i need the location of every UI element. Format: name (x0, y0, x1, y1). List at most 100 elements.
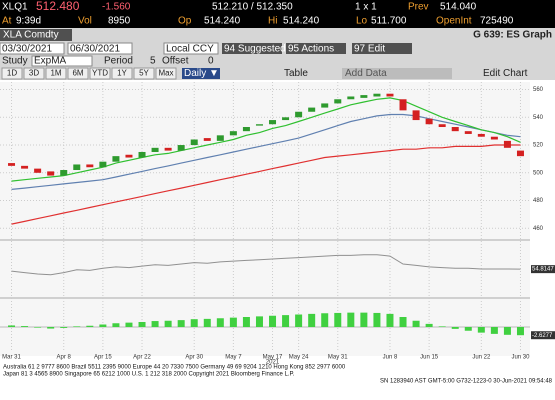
candle (255, 124, 263, 126)
last-value: -2.6277 (532, 333, 553, 339)
range-label[interactable]: 3D (29, 69, 39, 78)
range-button[interactable] (45, 67, 67, 80)
candle (34, 168, 42, 173)
candle (73, 164, 81, 171)
range-label[interactable]: Max (158, 69, 173, 78)
range-button[interactable] (1, 67, 23, 80)
menu-button[interactable] (286, 43, 346, 54)
histogram-bar (490, 327, 498, 334)
change: -1.560 (102, 2, 131, 13)
histogram-bar (321, 313, 329, 327)
x-tick-label: May 31 (328, 355, 348, 361)
candle (242, 127, 250, 132)
range-label[interactable]: YTD (92, 69, 108, 78)
x-tick-label: Apr 15 (94, 355, 112, 361)
histogram-bar (229, 317, 237, 327)
candle (164, 147, 172, 151)
histogram-bar (60, 327, 68, 328)
range-button[interactable] (111, 67, 133, 80)
bid-ask: 512.210 / 512.350 (212, 2, 293, 13)
open-interest: 725490 (480, 16, 514, 27)
last-value-tag (531, 331, 555, 340)
candle (308, 107, 316, 112)
offset[interactable]: 0 (208, 56, 214, 67)
period[interactable]: 5 (150, 56, 156, 67)
security[interactable]: XLA Comdty (3, 30, 59, 41)
candle (8, 163, 16, 166)
start-date-box[interactable] (0, 42, 65, 55)
add-data[interactable]: Add Data (345, 68, 387, 79)
add-data-box[interactable] (342, 68, 452, 79)
candle (373, 93, 381, 97)
frequency[interactable]: Daily ▼ (184, 68, 219, 79)
candle (295, 111, 303, 118)
menu-item[interactable]: 94 Suggested Charts (224, 44, 318, 55)
x-tick-label: Jun 15 (420, 355, 439, 361)
menu-button[interactable] (222, 43, 282, 54)
ticker: XLQ1 (2, 2, 28, 13)
table-button[interactable]: Table (284, 68, 308, 79)
histogram-bar (477, 327, 485, 333)
histogram-bar (386, 313, 394, 327)
range-button[interactable] (133, 67, 155, 80)
candle (21, 165, 29, 169)
y-tick-label: 540 (533, 115, 544, 121)
candle (399, 99, 407, 111)
quote-bar (0, 0, 555, 28)
candle (125, 154, 133, 158)
currency-box[interactable] (163, 42, 219, 55)
start-date[interactable]: 03/30/2021 (2, 44, 52, 55)
range-label[interactable]: 5Y (139, 69, 149, 78)
histogram-bar (451, 327, 459, 329)
range-button[interactable] (23, 67, 45, 80)
footer-area (0, 356, 555, 400)
range-button[interactable] (89, 67, 111, 80)
frequency-box[interactable] (182, 68, 220, 79)
menu-item[interactable]: 95 Actions (288, 44, 334, 55)
candle (282, 117, 290, 121)
candle (321, 103, 329, 108)
histogram-bar (190, 319, 198, 327)
candle (86, 164, 94, 168)
candle (490, 136, 498, 140)
footer-line: SN 1283940 AST GMT-5:00 G732-1223-0 30-J… (380, 379, 553, 385)
low: 511.700 (371, 16, 407, 27)
end-date[interactable]: 06/30/2021 (70, 44, 120, 55)
x-tick-label: May 24 (289, 355, 309, 361)
candle (477, 133, 485, 137)
candle (360, 95, 368, 98)
histogram-bar (255, 316, 263, 327)
candle (60, 170, 68, 176)
range-button[interactable] (67, 67, 89, 80)
moving-average (11, 144, 521, 225)
range-button[interactable] (155, 67, 177, 80)
range-label[interactable]: 1D (7, 69, 17, 78)
y-tick-label: 460 (533, 226, 544, 232)
y-tick-label: 500 (533, 170, 544, 176)
candle (112, 156, 120, 162)
label: Hi (268, 16, 277, 27)
open: 514.240 (204, 16, 241, 27)
range-label[interactable]: 1Y (117, 69, 127, 78)
edit-chart[interactable]: Edit Chart (483, 68, 528, 79)
histogram-bar (282, 315, 290, 327)
security-box[interactable] (0, 29, 72, 41)
histogram-bar (295, 314, 303, 327)
price-axis (530, 82, 555, 356)
candle (451, 127, 459, 132)
histogram-bar (203, 318, 211, 327)
end-date-box[interactable] (67, 42, 133, 55)
range-label[interactable]: 6M (72, 69, 83, 78)
x-tick-label: Apr 22 (133, 355, 151, 361)
moving-average (11, 97, 521, 182)
menu-button[interactable] (352, 43, 412, 54)
menu-item[interactable]: 97 Edit (354, 44, 385, 55)
histogram-bar (308, 313, 316, 327)
currency[interactable]: Local CCY (166, 44, 214, 55)
candle (99, 161, 107, 168)
study-box[interactable] (31, 55, 93, 67)
histogram-bar (347, 312, 355, 327)
range-label[interactable]: 1M (50, 69, 61, 78)
study[interactable]: ExpMA (34, 56, 67, 67)
period-label: Period (104, 56, 133, 67)
